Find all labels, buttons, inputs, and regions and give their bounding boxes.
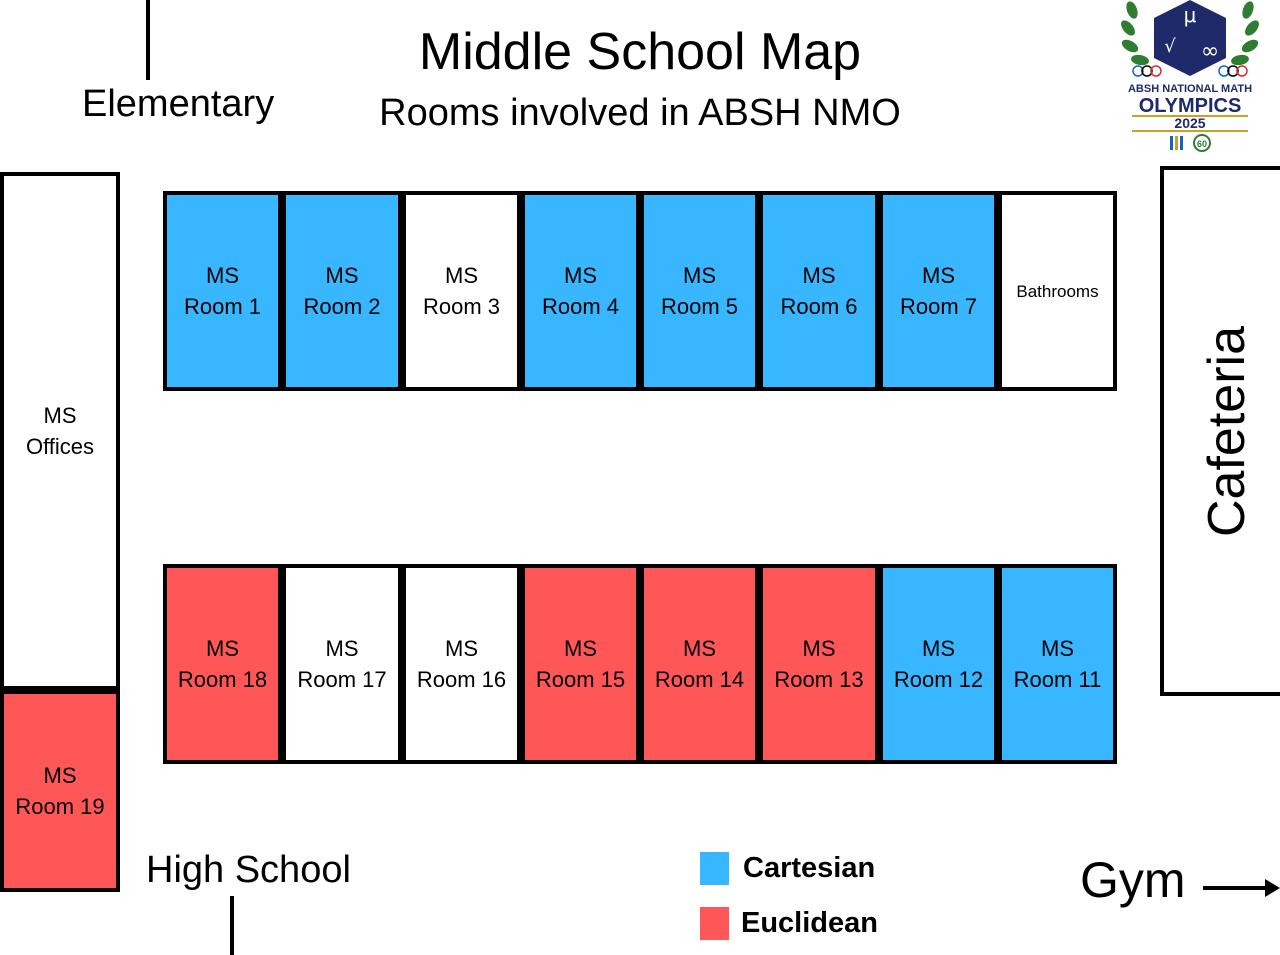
top-room: MS Room 3	[402, 191, 521, 391]
bottom-room: MS Room 17	[282, 564, 402, 764]
room-label-line1: MS	[206, 636, 239, 661]
room-label-line2: Room 16	[416, 667, 507, 692]
map-subtitle: Rooms involved in ABSH NMO	[379, 92, 901, 134]
room-label-line2: Room 5	[660, 294, 739, 319]
elementary-label: Elementary	[82, 83, 275, 125]
high-school-label: High School	[146, 849, 351, 891]
legend-label-cartesian: Cartesian	[743, 852, 876, 884]
room-label-line2: Room 12	[893, 667, 984, 692]
bottom-room: MS Room 12	[879, 564, 998, 764]
ms-room-19: MS Room 19	[0, 690, 120, 892]
room-label-line1: MS	[445, 636, 478, 661]
room-label-line1: Bathrooms	[1016, 281, 1099, 301]
bottom-room: MS Room 16	[402, 564, 521, 764]
elementary-path-line	[146, 0, 150, 80]
room-label-line1: MS	[206, 263, 239, 288]
room-label-line1: MS	[325, 263, 359, 288]
olympics-logo-icon: μ √ ∞ ABSH NATIONAL MATH OLYMPICS 2025 6…	[1121, 0, 1259, 152]
room-label-line1: MS	[1041, 636, 1074, 661]
bottom-room: MS Room 15	[521, 564, 640, 764]
room-label-line2: Room 2	[303, 294, 381, 319]
room-label-line1: MS	[922, 263, 955, 288]
map-title: Middle School Map	[418, 23, 862, 81]
room-label-line1: MS	[802, 263, 836, 288]
room-label-line1: MS	[445, 263, 478, 288]
legend-swatch-cartesian	[700, 852, 729, 885]
svg-text:ABSH NATIONAL MATH: ABSH NATIONAL MATH	[1128, 83, 1252, 95]
legend-swatch-euclidean	[700, 907, 729, 940]
ms-offices: MS Offices	[0, 172, 120, 690]
top-room: MS Room 6	[759, 191, 879, 391]
bottom-room: MS Room 14	[640, 564, 759, 764]
bathrooms: Bathrooms	[998, 191, 1117, 391]
high-school-path-line	[230, 896, 234, 955]
bottom-room: MS Room 18	[163, 564, 282, 764]
room-label-line2: Room 7	[899, 294, 978, 319]
room-label-line2: Room 11	[1013, 667, 1102, 692]
room-label-line2: Room 13	[774, 667, 864, 692]
nmo-logo: μ √ ∞ ABSH NATIONAL MATH OLYMPICS 2025 6…	[1114, 0, 1266, 160]
room-label-line2: Room 6	[780, 294, 858, 319]
cafeteria-label: Cafeteria	[1197, 325, 1256, 537]
svg-text:OLYMPICS: OLYMPICS	[1139, 95, 1242, 117]
room-label-line1: MS	[564, 636, 597, 661]
room-label-line1: MS	[43, 763, 77, 788]
svg-text:60: 60	[1197, 139, 1207, 149]
svg-text:2025: 2025	[1174, 115, 1205, 131]
room-label-line2: Room 15	[535, 667, 626, 692]
room-label-line2: Room 18	[177, 667, 268, 692]
room-label-line1: MS	[564, 263, 597, 288]
top-room: MS Room 7	[879, 191, 998, 391]
room-label-line2: Offices	[25, 434, 95, 459]
gym-arrow-icon	[1203, 876, 1280, 900]
room-label-line1: MS	[922, 636, 955, 661]
top-room: MS Room 2	[282, 191, 402, 391]
legend-label-euclidean: Euclidean	[741, 907, 878, 939]
room-label-line1: MS	[325, 636, 359, 661]
svg-text:√: √	[1164, 36, 1176, 57]
room-label-line1: MS	[683, 263, 716, 288]
cafeteria: Cafeteria	[1160, 166, 1280, 696]
svg-text:∞: ∞	[1201, 39, 1219, 64]
top-room: MS Room 1	[163, 191, 282, 391]
room-label-line2: Room 19	[15, 794, 105, 819]
svg-text:μ: μ	[1184, 3, 1197, 27]
room-label-line2: Room 3	[422, 294, 501, 319]
top-room: MS Room 4	[521, 191, 640, 391]
room-label-line2: Room 14	[654, 667, 745, 692]
room-label-line2: Room 1	[183, 294, 262, 319]
top-room: MS Room 5	[640, 191, 759, 391]
room-label-line2: Room 17	[297, 667, 387, 692]
room-label-line1: MS	[802, 636, 836, 661]
room-label-line2: Room 4	[541, 294, 620, 319]
room-label-line1: MS	[43, 403, 77, 428]
bottom-room: MS Room 11	[998, 564, 1117, 764]
bottom-room: MS Room 13	[759, 564, 879, 764]
gym-label: Gym	[1080, 852, 1186, 908]
room-label-line1: MS	[683, 636, 716, 661]
